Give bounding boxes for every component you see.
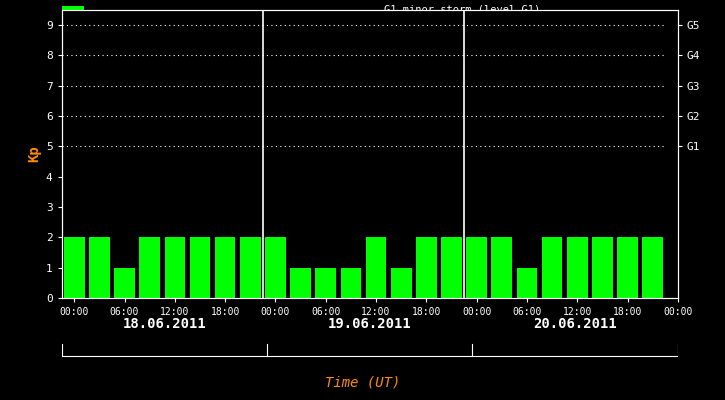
Bar (391, 268, 412, 298)
Bar (617, 237, 638, 298)
Bar (89, 237, 109, 298)
Bar (64, 237, 85, 298)
Bar (416, 237, 436, 298)
Bar (190, 237, 210, 298)
Bar (265, 237, 286, 298)
Text: G2-moderate storm (level G2): G2-moderate storm (level G2) (384, 25, 559, 35)
Text: Time (UT): Time (UT) (325, 375, 400, 389)
Bar (62, 64, 83, 85)
Bar (567, 237, 587, 298)
Bar (290, 268, 311, 298)
Bar (442, 237, 462, 298)
Text: geomagnetic disturbances: geomagnetic disturbances (91, 40, 252, 50)
Bar (165, 237, 185, 298)
Bar (517, 268, 537, 298)
Bar (341, 268, 361, 298)
Text: geomagnetic storm: geomagnetic storm (91, 70, 205, 80)
Bar (642, 237, 663, 298)
Bar (240, 237, 260, 298)
Bar (62, 6, 83, 26)
Bar (215, 237, 236, 298)
Bar (466, 237, 487, 298)
Y-axis label: Kp: Kp (28, 146, 41, 162)
Bar (315, 268, 336, 298)
Text: geomagnetic calm: geomagnetic calm (91, 11, 199, 21)
Text: G1-minor storm (level G1): G1-minor storm (level G1) (384, 4, 541, 14)
Bar (542, 237, 563, 298)
Text: G5-extreme storm (level G5): G5-extreme storm (level G5) (384, 87, 553, 97)
Bar (139, 237, 160, 298)
Text: 19.06.2011: 19.06.2011 (328, 318, 412, 331)
Bar (592, 237, 613, 298)
Bar (62, 35, 83, 55)
Text: 18.06.2011: 18.06.2011 (123, 318, 206, 331)
Bar (365, 237, 386, 298)
Text: G4-severe storm (level G4): G4-severe storm (level G4) (384, 66, 547, 76)
Bar (492, 237, 512, 298)
Text: G3-strong storm (level G3): G3-strong storm (level G3) (384, 46, 547, 56)
Bar (115, 268, 135, 298)
Text: 20.06.2011: 20.06.2011 (534, 318, 617, 331)
